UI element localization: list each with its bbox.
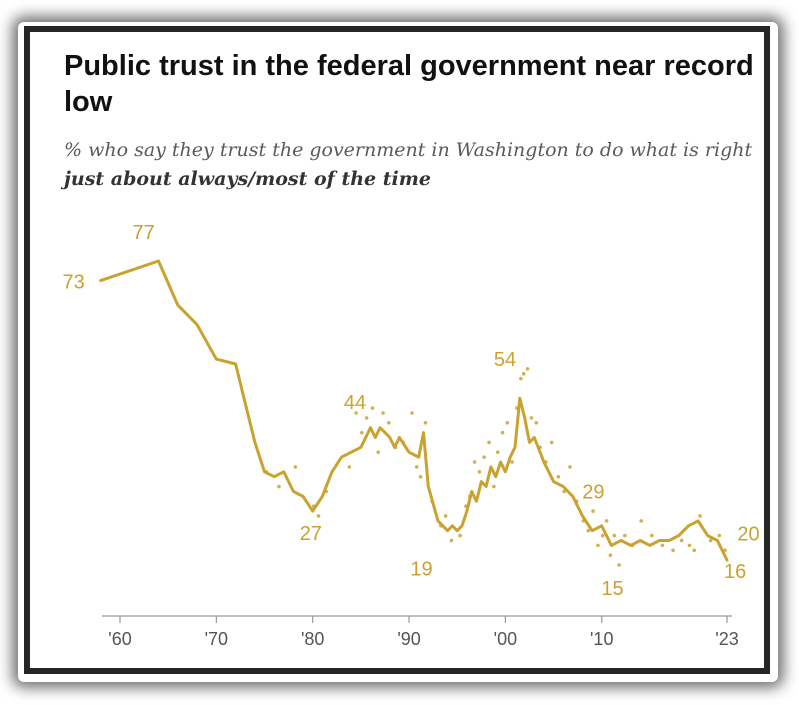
- survey-point: [482, 455, 487, 459]
- data-label-73: 73: [62, 272, 84, 294]
- survey-point: [617, 563, 621, 567]
- survey-point: [687, 543, 692, 548]
- survey-point: [660, 543, 665, 548]
- survey-point: [360, 430, 364, 435]
- x-axis-tick-label: '90: [397, 629, 420, 649]
- data-label-77: 77: [133, 222, 155, 244]
- survey-point: [505, 421, 510, 425]
- survey-point: [370, 406, 375, 410]
- survey-point: [519, 376, 523, 381]
- x-axis-tick-label: '10: [590, 629, 613, 649]
- survey-point: [472, 460, 477, 464]
- survey-point: [698, 514, 702, 518]
- subtitle-plain: % who say they trust the government in W…: [64, 139, 753, 161]
- chart-frame: Public trust in the federal government n…: [24, 26, 770, 674]
- survey-point: [381, 411, 385, 415]
- survey-point: [477, 470, 482, 474]
- survey-point: [671, 548, 675, 553]
- survey-point: [458, 533, 462, 538]
- survey-point: [679, 538, 684, 543]
- survey-point: [500, 430, 505, 435]
- survey-point: [639, 519, 644, 523]
- survey-point: [414, 465, 419, 469]
- survey-point: [623, 533, 627, 538]
- survey-point: [423, 421, 428, 425]
- survey-point: [600, 533, 605, 538]
- survey-point: [586, 528, 591, 533]
- survey-point: [717, 533, 722, 538]
- x-axis-tick-label: '70: [205, 629, 228, 649]
- data-label-20: 20: [737, 523, 759, 545]
- survey-point: [487, 440, 491, 445]
- survey-point: [277, 484, 281, 489]
- x-axis-tick-label: '80: [301, 629, 324, 649]
- data-label-19: 19: [410, 558, 432, 580]
- survey-point: [692, 548, 697, 553]
- trust-series-line: [99, 259, 729, 562]
- data-label-15: 15: [601, 578, 623, 600]
- survey-point: [612, 533, 617, 538]
- data-label-54: 54: [494, 349, 516, 371]
- survey-point: [521, 371, 526, 376]
- survey-point: [347, 465, 352, 469]
- survey-point: [596, 543, 600, 548]
- data-label-16: 16: [724, 561, 746, 583]
- x-axis-tick-label: '60: [108, 629, 131, 649]
- survey-point: [650, 533, 654, 538]
- survey-point: [568, 465, 572, 469]
- survey-point: [556, 474, 561, 479]
- survey-point: [591, 509, 595, 513]
- survey-point: [316, 514, 321, 518]
- survey-point: [410, 411, 414, 415]
- survey-point: [376, 450, 381, 455]
- survey-point: [510, 460, 514, 464]
- chart-title: Public trust in the federal government n…: [64, 50, 754, 118]
- line-chart: '60 '70 '80 '90 '00 '10 '23 73 77 27 44 19 54 29 15 20 1…: [62, 222, 759, 649]
- survey-point: [708, 538, 713, 543]
- survey-point: [604, 519, 609, 523]
- data-label-29: 29: [582, 481, 604, 503]
- survey-point: [549, 440, 554, 445]
- survey-point: [608, 553, 613, 557]
- survey-point: [495, 450, 500, 455]
- survey-point: [418, 474, 423, 479]
- survey-point: [354, 411, 358, 415]
- chart-subtitle: % who say they trust the government in W…: [64, 136, 764, 194]
- survey-point: [443, 514, 448, 518]
- x-axis-tick-label: '23: [715, 629, 738, 649]
- survey-point: [529, 416, 534, 420]
- data-label-27: 27: [300, 523, 322, 545]
- survey-point: [293, 465, 298, 469]
- survey-point: [534, 421, 539, 425]
- survey-point: [492, 484, 496, 489]
- survey-point: [525, 367, 530, 371]
- survey-point: [449, 538, 454, 543]
- data-label-44: 44: [344, 392, 366, 414]
- x-axis-tick-label: '00: [494, 629, 517, 649]
- subtitle-bold: just about always/most of the time: [64, 168, 431, 190]
- survey-point: [364, 416, 369, 420]
- survey-point: [387, 421, 391, 425]
